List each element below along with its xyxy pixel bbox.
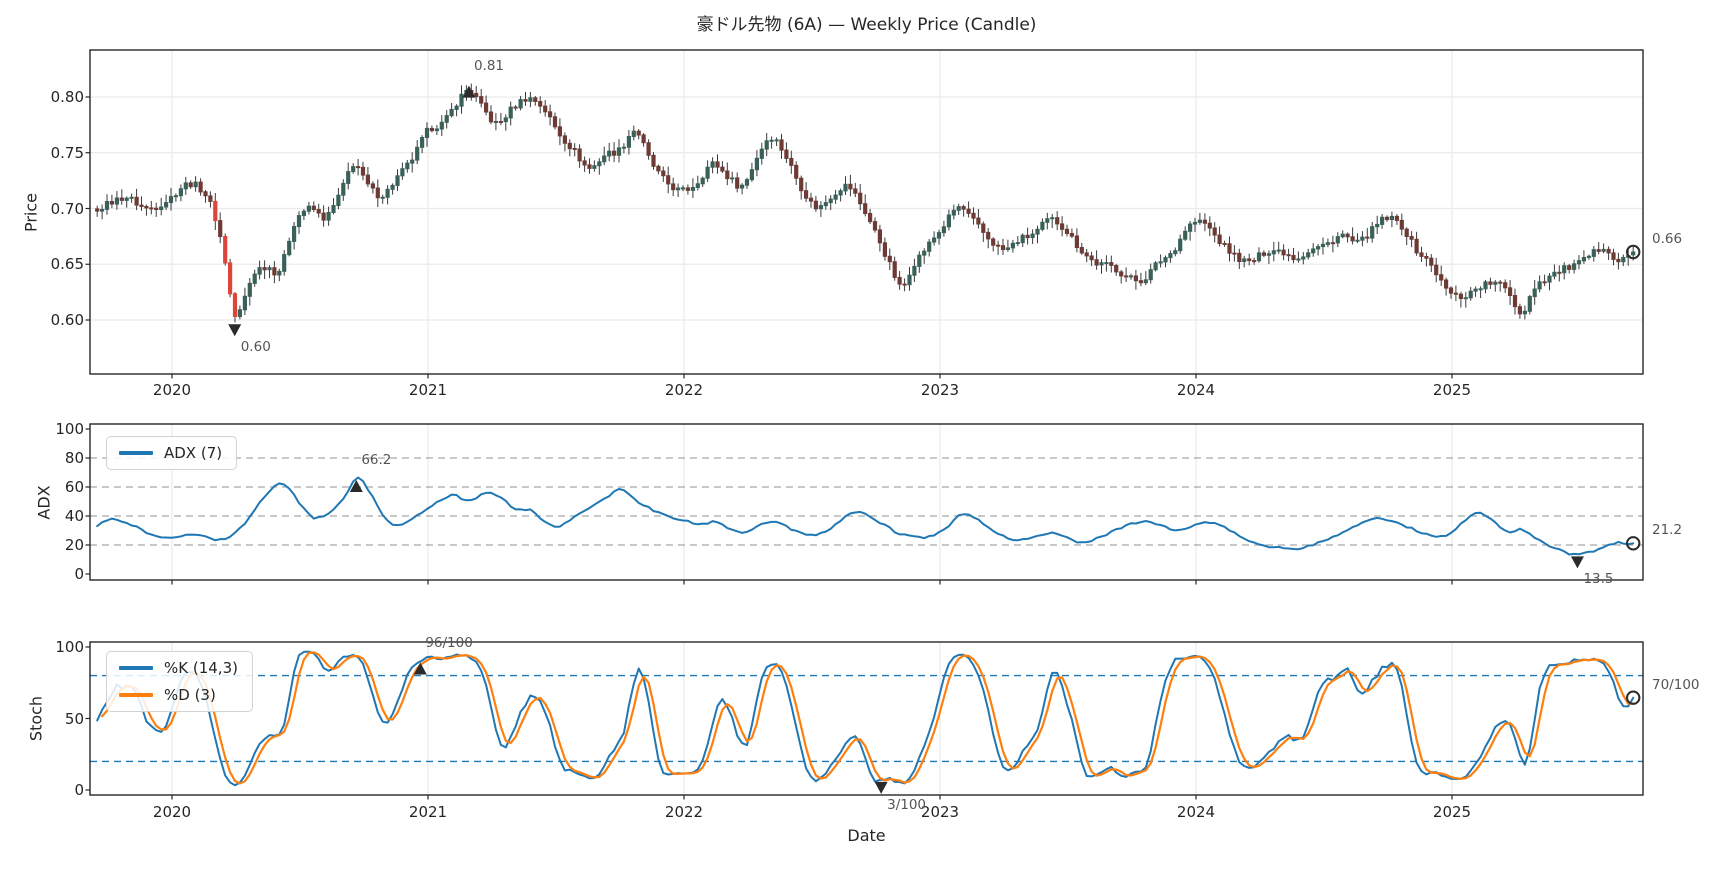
x-tick-label-stoch: 2021 [408, 803, 448, 821]
stoch-d-legend-label: %D (3) [164, 686, 216, 704]
adx-max-marker [349, 480, 363, 493]
price-min-annotation: 0.60 [240, 339, 271, 356]
date-axis-label: Date [847, 826, 886, 845]
x-tick-label-price: 2021 [408, 381, 448, 399]
stoch-legend: %K (14,3) %D (3) [106, 651, 253, 712]
price-y-tick-label: 0.65 [50, 255, 84, 274]
stoch-last-value-marker [1626, 690, 1641, 705]
stoch-min-marker [874, 781, 888, 794]
price-y-tick-label: 0.80 [50, 88, 84, 106]
candlestick-series [95, 83, 1636, 323]
stoch-y-tick-label: 100 [55, 638, 84, 656]
adx-last-value-marker [1626, 536, 1641, 551]
price-min-marker [228, 324, 242, 337]
adx-legend-label: ADX (7) [164, 444, 223, 462]
x-tick-label-price: 2022 [664, 381, 704, 399]
chart-title: 豪ドル先物 (6A) — Weekly Price (Candle) [696, 15, 1037, 35]
adx-y-tick-label: 60 [64, 478, 84, 496]
x-tick-label-stoch: 2025 [1432, 803, 1472, 821]
adx-min-annotation: 13.5 [1583, 571, 1614, 588]
x-tick-label-stoch: 2022 [664, 803, 704, 821]
stoch-max-annotation: 96/100 [425, 634, 473, 651]
price-y-tick-label: 0.75 [50, 143, 84, 162]
adx-y-tick-label: 0 [74, 565, 84, 583]
stoch-last-value-label: 70/100 [1652, 676, 1700, 693]
stoch-k-legend-entry: %K (14,3) [119, 659, 238, 677]
adx-legend-entry: ADX (7) [119, 444, 222, 462]
stoch-max-marker [413, 662, 427, 675]
x-tick-label-stoch: 2024 [1176, 803, 1216, 821]
x-tick-label-price: 2024 [1176, 381, 1216, 399]
adx-max-annotation: 66.2 [361, 452, 392, 468]
adx-min-marker [1570, 556, 1584, 569]
stoch-y-tick-label: 0 [74, 781, 84, 799]
x-tick-label-price: 2023 [920, 381, 960, 399]
adx-y-tick-label: 20 [64, 536, 84, 554]
adx-y-tick-label: 40 [64, 507, 84, 525]
x-tick-label-stoch: 2023 [920, 803, 960, 821]
stoch-d-line-swatch [119, 693, 153, 697]
price-max-marker [462, 85, 476, 98]
price-last-value-label: 0.66 [1652, 230, 1683, 247]
stoch-k-line-swatch [119, 666, 153, 670]
stoch-y-tick-label: 50 [64, 709, 84, 728]
price-panel-frame [89, 49, 1644, 375]
price-last-value-marker [1626, 244, 1641, 260]
x-tick-label-price: 2025 [1432, 381, 1472, 399]
price-y-tick-label: 0.60 [50, 311, 84, 329]
x-tick-label-stoch: 2020 [152, 803, 192, 821]
stoch-k-legend-label: %K (14,3) [164, 659, 238, 677]
stoch-d-line [100, 651, 1635, 785]
x-tick-label-price: 2020 [152, 381, 192, 399]
price-max-annotation: 0.81 [473, 57, 505, 74]
adx-line [96, 476, 1635, 556]
adx-legend: ADX (7) [106, 436, 238, 470]
stoch-d-legend-entry: %D (3) [119, 686, 238, 704]
adx-y-tick-label: 100 [55, 420, 84, 438]
stoch-min-annotation: 3/100 [887, 796, 927, 813]
adx-last-value-label: 21.2 [1652, 522, 1683, 539]
price-y-tick-label: 0.70 [50, 199, 84, 218]
stoch-k-line [96, 650, 1635, 787]
adx-line-swatch [119, 451, 153, 455]
adx-y-tick-label: 80 [64, 449, 84, 467]
adx-panel-frame [89, 423, 1644, 581]
